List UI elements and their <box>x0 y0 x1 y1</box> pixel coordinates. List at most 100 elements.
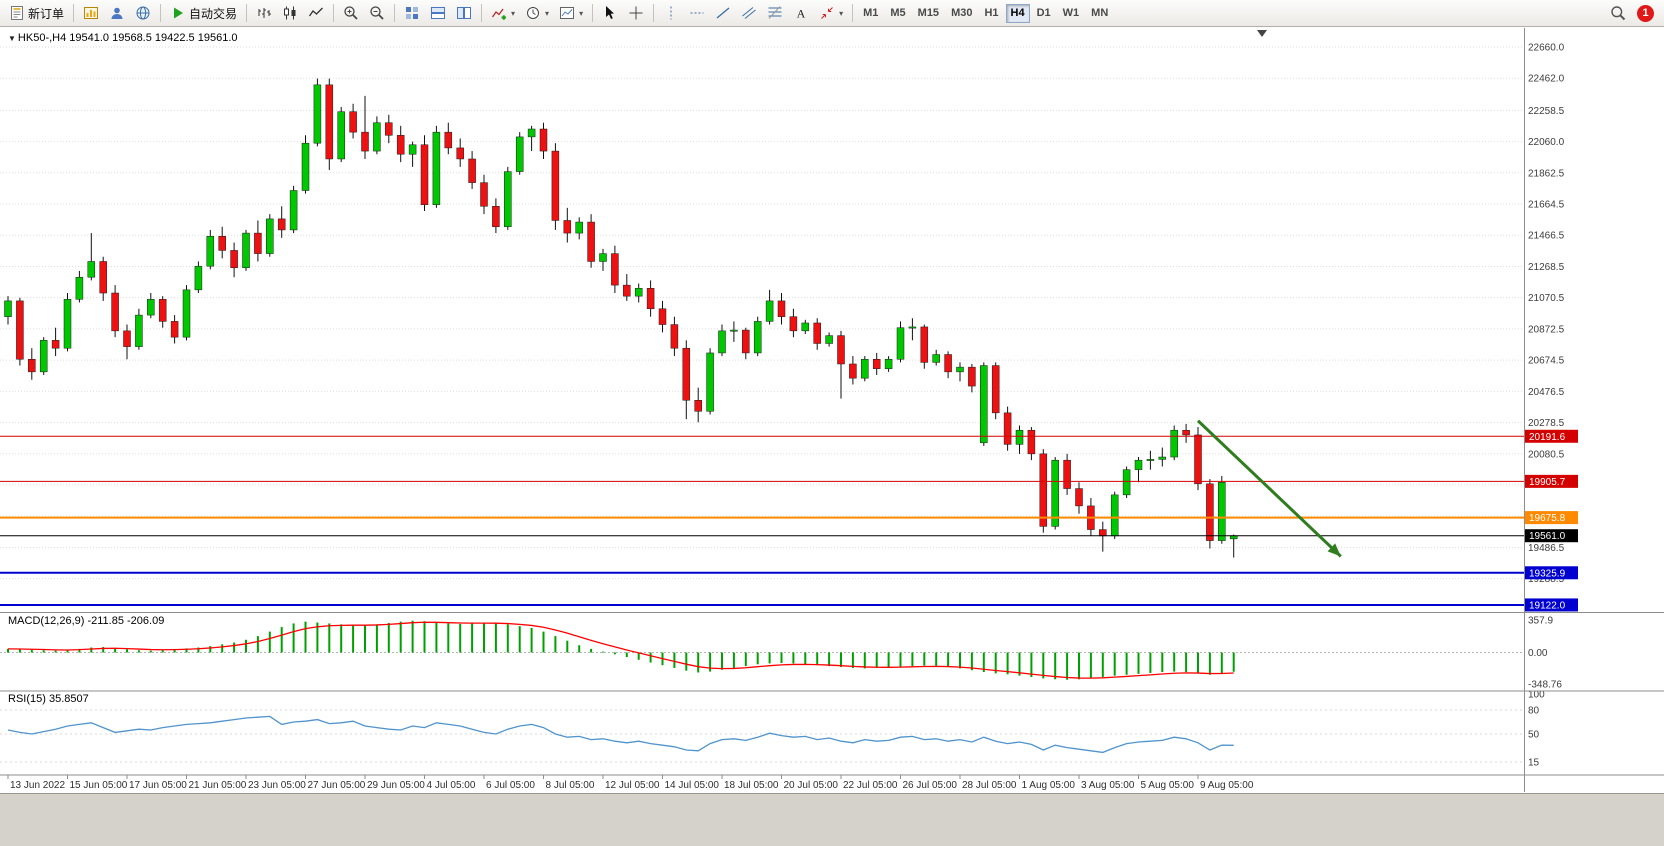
toolbar-separator <box>246 4 248 22</box>
candle-body <box>670 324 679 349</box>
rsi-axis-label: 15 <box>1528 758 1540 769</box>
price-axis-label: 22660.0 <box>1528 43 1565 54</box>
community-icon <box>135 5 151 21</box>
fibonacci-icon <box>767 5 783 21</box>
time-axis-label: 29 Jun 05:00 <box>367 780 425 791</box>
candle-body <box>515 136 524 172</box>
candle-body <box>682 347 691 401</box>
arrows-button[interactable]: ▾ <box>815 3 847 24</box>
bar-chart-button[interactable] <box>252 3 276 24</box>
timeframe-M5[interactable]: M5 <box>885 4 910 23</box>
time-axis-label: 17 Jun 05:00 <box>129 780 187 791</box>
zoom-out-button[interactable] <box>365 3 389 24</box>
price-axis-label: 21664.5 <box>1528 199 1565 210</box>
level-badge-label: 19905.7 <box>1529 477 1566 488</box>
time-axis-label: 12 Jul 05:00 <box>605 780 660 791</box>
new-order-button[interactable]: 新订单 <box>5 3 68 24</box>
zoom-out-icon <box>369 5 385 21</box>
templates-button[interactable]: ▾ <box>555 3 587 24</box>
trendline-button[interactable] <box>711 3 735 24</box>
candlestick-chart-button[interactable] <box>278 3 302 24</box>
timeframe-H4[interactable]: H4 <box>1005 3 1030 23</box>
vertical-line-button[interactable] <box>659 3 683 24</box>
tile-grid-icon <box>404 5 420 21</box>
candle-body <box>361 131 369 152</box>
chevron-down-icon: ▾ <box>545 8 550 18</box>
macd-axis-label: 357.9 <box>1528 616 1553 627</box>
price-shift-marker[interactable] <box>1257 30 1267 37</box>
timeframe-H1[interactable]: H1 <box>979 4 1003 23</box>
toolbar-separator <box>73 4 75 22</box>
new-chart-icon <box>83 5 99 21</box>
candle-body <box>1015 429 1024 445</box>
new-order-button-label: 新订单 <box>28 6 65 21</box>
candle-body <box>801 322 810 332</box>
tile-windows-button[interactable] <box>400 3 424 24</box>
crosshair-icon <box>628 5 644 21</box>
timeframe-W1[interactable]: W1 <box>1058 4 1085 23</box>
candle-body <box>1194 434 1202 485</box>
price-axis-label: 19288.5 <box>1528 574 1565 585</box>
bottom-strip <box>0 793 1664 846</box>
timeframe-MN[interactable]: MN <box>1086 4 1113 23</box>
trend-arrow-head <box>1327 543 1341 557</box>
profiles-button[interactable] <box>105 3 129 24</box>
timeframe-M30[interactable]: M30 <box>946 4 977 23</box>
trend-arrow-line[interactable] <box>1196 419 1342 558</box>
candle-body <box>87 261 96 278</box>
candle-body <box>920 326 929 363</box>
notification-badge[interactable]: 1 <box>1637 4 1654 22</box>
zoom-in-button[interactable] <box>339 3 363 24</box>
candle-body <box>932 354 940 363</box>
new-chart-button[interactable] <box>79 3 103 24</box>
candle-body <box>539 128 548 152</box>
auto-trading-button-label: 自动交易 <box>189 6 238 21</box>
chart-menu-triangle-icon[interactable]: ▼ <box>8 34 16 43</box>
candle-body <box>837 335 845 365</box>
auto-trading-button[interactable]: 自动交易 <box>166 3 241 24</box>
candle-body <box>504 171 512 228</box>
candle-body <box>254 232 262 254</box>
candle-body <box>944 354 952 373</box>
periods-button[interactable]: ▾ <box>521 3 553 24</box>
candle-body <box>39 340 48 373</box>
toolbar-separator <box>394 4 396 22</box>
candle-body <box>1206 483 1214 541</box>
crosshair-button[interactable] <box>624 3 648 24</box>
search-button[interactable] <box>1606 3 1630 24</box>
time-axis-label: 22 Jul 05:00 <box>843 780 898 791</box>
candle-body <box>646 288 655 310</box>
price-axis-label: 22462.0 <box>1528 74 1565 85</box>
indicators-button[interactable]: ▾ <box>487 3 519 24</box>
candle-body <box>230 250 238 269</box>
fibonacci-button[interactable] <box>763 3 787 24</box>
time-axis-label: 14 Jul 05:00 <box>665 780 720 791</box>
candle-body <box>277 218 286 231</box>
horizontal-line-button[interactable] <box>685 3 709 24</box>
timeframe-D1[interactable]: D1 <box>1032 4 1056 23</box>
price-axis-label: 20080.5 <box>1528 449 1565 460</box>
toolbar-separator <box>333 4 335 22</box>
candle-body <box>849 363 857 379</box>
candle-body <box>658 308 667 325</box>
candle-body <box>444 131 453 149</box>
cursor-button[interactable] <box>598 3 622 24</box>
community-button[interactable] <box>131 3 155 24</box>
text-button[interactable]: A <box>789 3 813 24</box>
candle-body <box>396 135 405 155</box>
price-axis-label: 21268.5 <box>1528 262 1565 273</box>
candle-body <box>408 144 417 155</box>
timeframe-M1[interactable]: M1 <box>858 4 883 23</box>
rsi-axis-label: 80 <box>1528 706 1540 717</box>
candle-body <box>587 221 595 262</box>
tile-horizontal-button[interactable] <box>426 3 450 24</box>
line-chart-button[interactable] <box>304 3 328 24</box>
timeframe-M15[interactable]: M15 <box>913 4 944 23</box>
tile-vertical-button[interactable] <box>452 3 476 24</box>
candle-body <box>170 321 179 338</box>
price-axis-label: 22060.0 <box>1528 137 1565 148</box>
profiles-icon <box>109 5 125 21</box>
channel-button[interactable] <box>737 3 761 24</box>
